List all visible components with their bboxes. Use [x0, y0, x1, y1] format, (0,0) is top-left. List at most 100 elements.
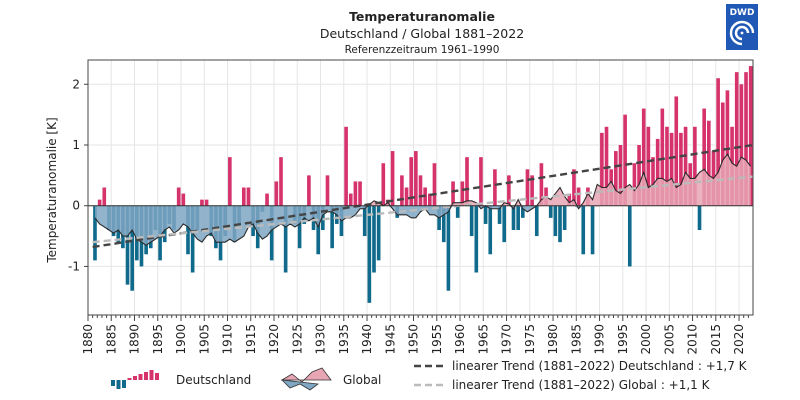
bar-deutschland-1904 [200, 199, 204, 206]
bar-deutschland-1979 [548, 205, 553, 218]
bar-deutschland-1932 [330, 205, 334, 249]
x-tick-label: 1890 [128, 324, 142, 355]
x-tick-label: 1945 [383, 324, 397, 355]
bar-deutschland-1941 [372, 205, 376, 273]
x-tick-label: 1955 [430, 324, 444, 355]
bar-deutschland-1961 [465, 157, 469, 206]
bar-deutschland-1994 [618, 145, 623, 206]
x-tick-label: 2000 [639, 324, 653, 355]
dwd-logo: DWD [726, 4, 758, 50]
bar-deutschland-1974 [525, 169, 530, 206]
bar-deutschland-1965 [483, 205, 488, 224]
bar-deutschland-1950 [414, 151, 418, 206]
legend-global-label: Global [343, 373, 381, 387]
bar-deutschland-1967 [493, 169, 497, 206]
grid [87, 60, 753, 315]
bar-deutschland-2003 [660, 108, 665, 206]
bar-deutschland-1988 [590, 205, 595, 255]
bar-deutschland-1982 [562, 205, 567, 230]
legend-trend-global-label: linearer Trend (1881–2022) Global : +1,1… [452, 378, 711, 392]
bar-deutschland-2001 [651, 157, 655, 206]
bar-deutschland-2004 [665, 126, 669, 206]
bar-deutschland-1971 [511, 205, 516, 230]
bar-deutschland-1910 [228, 157, 232, 206]
bar-deutschland-1980 [553, 205, 558, 237]
legend-mini-bar [133, 376, 137, 380]
trend-lines [92, 143, 754, 249]
bar-deutschland-1948 [404, 187, 409, 206]
chart-subtitle: Deutschland / Global 1881–2022 [320, 26, 524, 41]
bar-deutschland-1976 [534, 205, 539, 237]
legend-mini-bar [111, 380, 115, 386]
bar-deutschland-1888 [125, 205, 130, 285]
legend-mini-bar [138, 374, 143, 380]
bar-deutschland-1968 [497, 205, 502, 224]
bar-deutschland-2020 [739, 84, 744, 206]
y-tick-label: 2 [72, 77, 80, 91]
y-axis-label: Temperaturanomalie [K] [45, 117, 59, 263]
bar-deutschland-1960 [460, 181, 465, 206]
bar-deutschland-2016 [720, 102, 725, 206]
bar-deutschland-1914 [246, 187, 251, 206]
bar-deutschland-1983 [567, 193, 572, 206]
x-tick-label: 2010 [686, 324, 700, 355]
bar-deutschland-1927 [307, 175, 311, 206]
bar-deutschland-1953 [427, 193, 432, 206]
legend-mini-bar [122, 380, 126, 388]
bar-deutschland-1920 [274, 181, 279, 206]
x-tick-label: 1970 [500, 324, 514, 355]
bar-deutschland-1943 [381, 163, 386, 206]
bar-deutschland-2015 [716, 78, 720, 206]
legend-deutschland-icon [111, 370, 159, 389]
dwd-logo-text: DWD [730, 8, 755, 18]
bar-deutschland-1970 [507, 175, 511, 206]
bar-deutschland-1981 [558, 205, 562, 243]
bar-deutschland-1901 [186, 205, 190, 255]
bar-deutschland-1889 [130, 205, 134, 291]
bar-deutschland-1947 [400, 175, 404, 206]
bar-deutschland-1969 [502, 205, 507, 243]
bar-deutschland-2013 [707, 120, 711, 206]
chart-reference-period: Referenzzeitraum 1961–1990 [345, 44, 500, 56]
bar-deutschland-1900 [181, 193, 186, 206]
x-tick-label: 2015 [709, 324, 723, 355]
bar-deutschland-1986 [581, 205, 586, 255]
legend-trend-de-label: linearer Trend (1881–2022) Deutschland :… [452, 359, 748, 373]
bar-deutschland-1945 [390, 151, 395, 206]
x-tick-label: 2005 [662, 324, 676, 355]
plot-frame [87, 59, 754, 316]
bar-deutschland-1997 [632, 163, 637, 206]
bar-deutschland-1905 [204, 199, 209, 206]
x-tick-label: 1950 [407, 324, 421, 355]
global-area-positive [94, 154, 751, 206]
bar-deutschland-2005 [669, 132, 674, 206]
bar-deutschland-1954 [432, 163, 437, 206]
x-tick-label: 1905 [197, 324, 211, 355]
legend-global-icon [280, 367, 332, 391]
bar-deutschland-1990 [600, 132, 604, 206]
bar-deutschland-2012 [702, 108, 706, 206]
bar-deutschland-1973 [520, 205, 525, 218]
x-tick-label: 1960 [453, 324, 467, 355]
trend-line-deutschland [92, 143, 754, 249]
bar-deutschland-1962 [469, 205, 474, 237]
bar-deutschland-1956 [441, 205, 446, 243]
bar-deutschland-1929 [316, 205, 321, 255]
bar-deutschland-1977 [539, 163, 544, 206]
bar-deutschland-1963 [474, 205, 479, 273]
legend-deutschland-label: Deutschland [176, 373, 251, 387]
x-tick-label: 1930 [314, 324, 328, 355]
bar-deutschland-1993 [614, 151, 618, 206]
bar-deutschland-1938 [358, 181, 362, 206]
bar-deutschland-1899 [176, 187, 181, 206]
bar-deutschland-1922 [283, 205, 288, 273]
bar-deutschland-2000 [646, 126, 651, 206]
bar-deutschland-1985 [576, 187, 581, 206]
bar-deutschland-2010 [693, 126, 697, 206]
y-tick-label: -1 [68, 259, 80, 273]
legend-mini-bar [116, 380, 121, 389]
bar-deutschland-1966 [488, 205, 493, 255]
x-tick-label: 1880 [81, 324, 95, 355]
bar-deutschland-2022 [748, 66, 753, 206]
